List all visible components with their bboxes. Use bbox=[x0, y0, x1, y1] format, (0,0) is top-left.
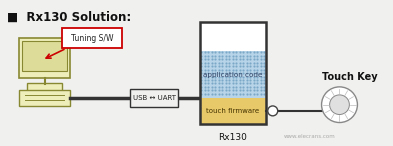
Bar bbox=[200, 51, 266, 98]
Bar bbox=[27, 83, 62, 91]
Bar bbox=[22, 41, 68, 71]
Text: USB ↔ UART: USB ↔ UART bbox=[133, 95, 176, 101]
Circle shape bbox=[268, 106, 278, 116]
Bar bbox=[18, 90, 70, 106]
Bar bbox=[18, 38, 70, 78]
Text: application code: application code bbox=[203, 72, 263, 78]
Text: touch firmware: touch firmware bbox=[206, 108, 259, 114]
Bar bbox=[130, 89, 178, 107]
Text: Touch Key: Touch Key bbox=[321, 72, 377, 82]
Text: Rx130: Rx130 bbox=[219, 133, 247, 142]
Text: Tuning S/W: Tuning S/W bbox=[71, 34, 114, 43]
Circle shape bbox=[321, 87, 357, 122]
Bar bbox=[200, 22, 266, 51]
Bar bbox=[200, 22, 266, 124]
Bar bbox=[200, 98, 266, 124]
Text: www.elecrans.com: www.elecrans.com bbox=[284, 134, 336, 139]
Circle shape bbox=[330, 95, 349, 114]
Bar bbox=[62, 28, 122, 48]
Text: ■  Rx130 Solution:: ■ Rx130 Solution: bbox=[7, 11, 131, 24]
